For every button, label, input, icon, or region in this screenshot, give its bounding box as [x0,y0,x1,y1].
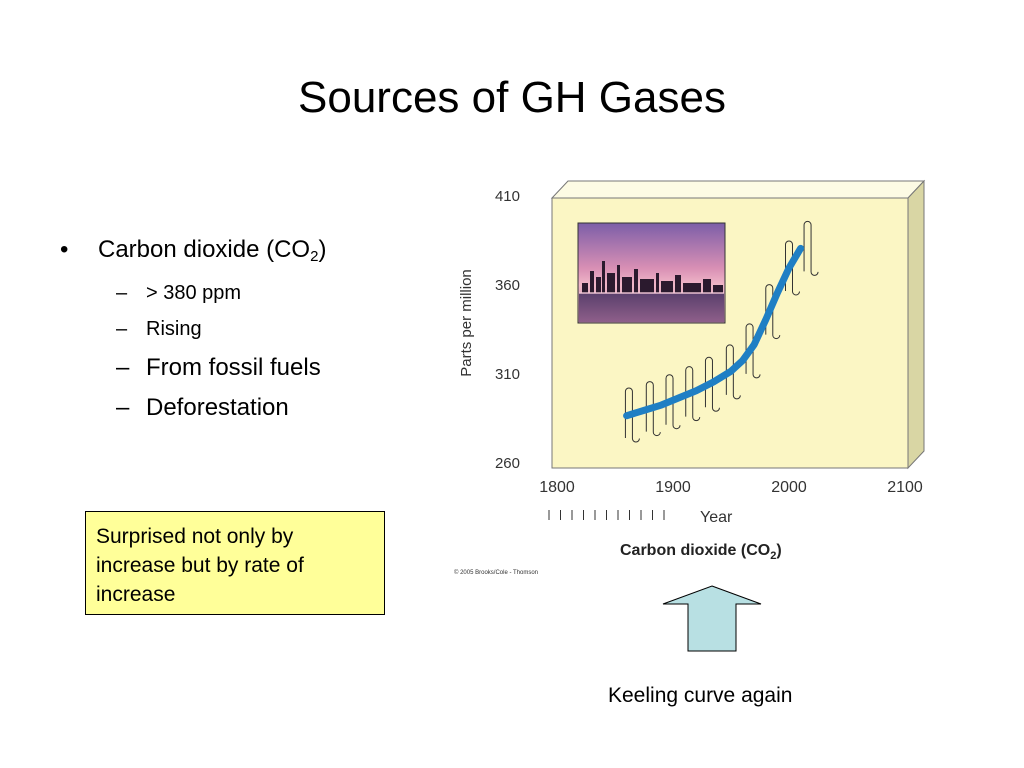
oscillation-mark [704,356,720,412]
oscillation-mark [645,381,661,437]
sub-bullet-text: From fossil fuels [146,354,321,381]
refinery-silhouette [656,273,659,293]
x-tick-label: 2000 [771,479,807,496]
refinery-silhouette [602,261,605,293]
co2-chart: 260 310 360 410 1800 1900 2000 2100 Parts per … [454,179,926,576]
oscillation-mark [745,323,761,379]
oscillation-mark [665,374,681,430]
refinery-silhouette [590,271,594,293]
y-tick-label: 410 [495,188,520,205]
arrow-caption: Keeling curve again [608,684,793,707]
oscillation-mark [765,284,781,340]
refinery-silhouette [596,277,601,293]
bullet-text-prefix: Carbon dioxide (CO [98,236,311,263]
up-arrow-icon [662,585,762,652]
slide-title: Sources of GH Gases [298,73,726,122]
x-tick-labels: 1800 1900 2000 2100 [539,479,923,496]
y-axis-label: Parts per million [458,269,475,377]
water-reflection [579,292,724,294]
y-tick-labels: 260 310 360 410 [495,188,520,472]
refinery-photo [577,222,726,324]
refinery-silhouette [703,279,711,293]
co2-series [623,244,805,420]
bullet-text-suffix: ) [318,236,327,263]
sub-bullet-text: Deforestation [146,394,289,421]
callout-box: Surprised not only by increase but by ra… [85,511,385,615]
sub-bullet-marker: – [116,394,130,421]
up-arrow-shape [662,585,762,652]
photo-water [579,293,724,322]
refinery-silhouette [617,265,620,293]
bullet-marker: • [60,236,69,263]
oscillation-mark [624,387,640,443]
x-minor-ticks [548,510,665,520]
refinery-silhouette [634,269,638,293]
y-tick-label: 260 [495,455,520,472]
sub-bullet-text: > 380 ppm [146,282,242,304]
panel-top [550,180,926,199]
sub-bullet-marker: – [116,354,130,381]
refinery-silhouette [640,279,654,293]
bullet-text: Carbon dioxide (CO2) [98,236,326,265]
sub-bullet-marker: – [116,282,128,304]
x-axis-label: Year [700,509,733,526]
chart-caption-suffix: ) [776,542,781,559]
refinery-silhouette [622,277,632,293]
chart-caption-prefix: Carbon dioxide (CO [620,542,770,559]
oscillation-mark [725,344,741,400]
copyright-credit: © 2005 Brooks/Cole - Thomson [454,569,538,576]
x-tick-label: 2100 [887,479,923,496]
oscillation-mark [803,220,819,276]
sub-bullet-text: Rising [146,318,202,340]
panel-side [907,179,925,470]
chart-caption: Carbon dioxide (CO2) [620,542,782,562]
x-tick-label: 1800 [539,479,575,496]
refinery-silhouette [661,281,673,293]
refinery-silhouette [713,285,723,293]
refinery-silhouette [683,283,701,293]
sub-bullet-marker: – [116,318,128,340]
oscillation-mark [685,366,701,422]
refinery-silhouette [607,273,615,293]
y-tick-label: 360 [495,277,520,294]
refinery-silhouette [675,275,681,293]
oscillation-mark [785,240,800,296]
seasonal-oscillations [624,220,819,443]
x-tick-label: 1900 [655,479,691,496]
chart-caption-subscript: 2 [770,550,776,562]
y-tick-label: 310 [495,366,520,383]
bullet-text-subscript: 2 [310,248,319,265]
refinery-silhouette [582,283,588,293]
